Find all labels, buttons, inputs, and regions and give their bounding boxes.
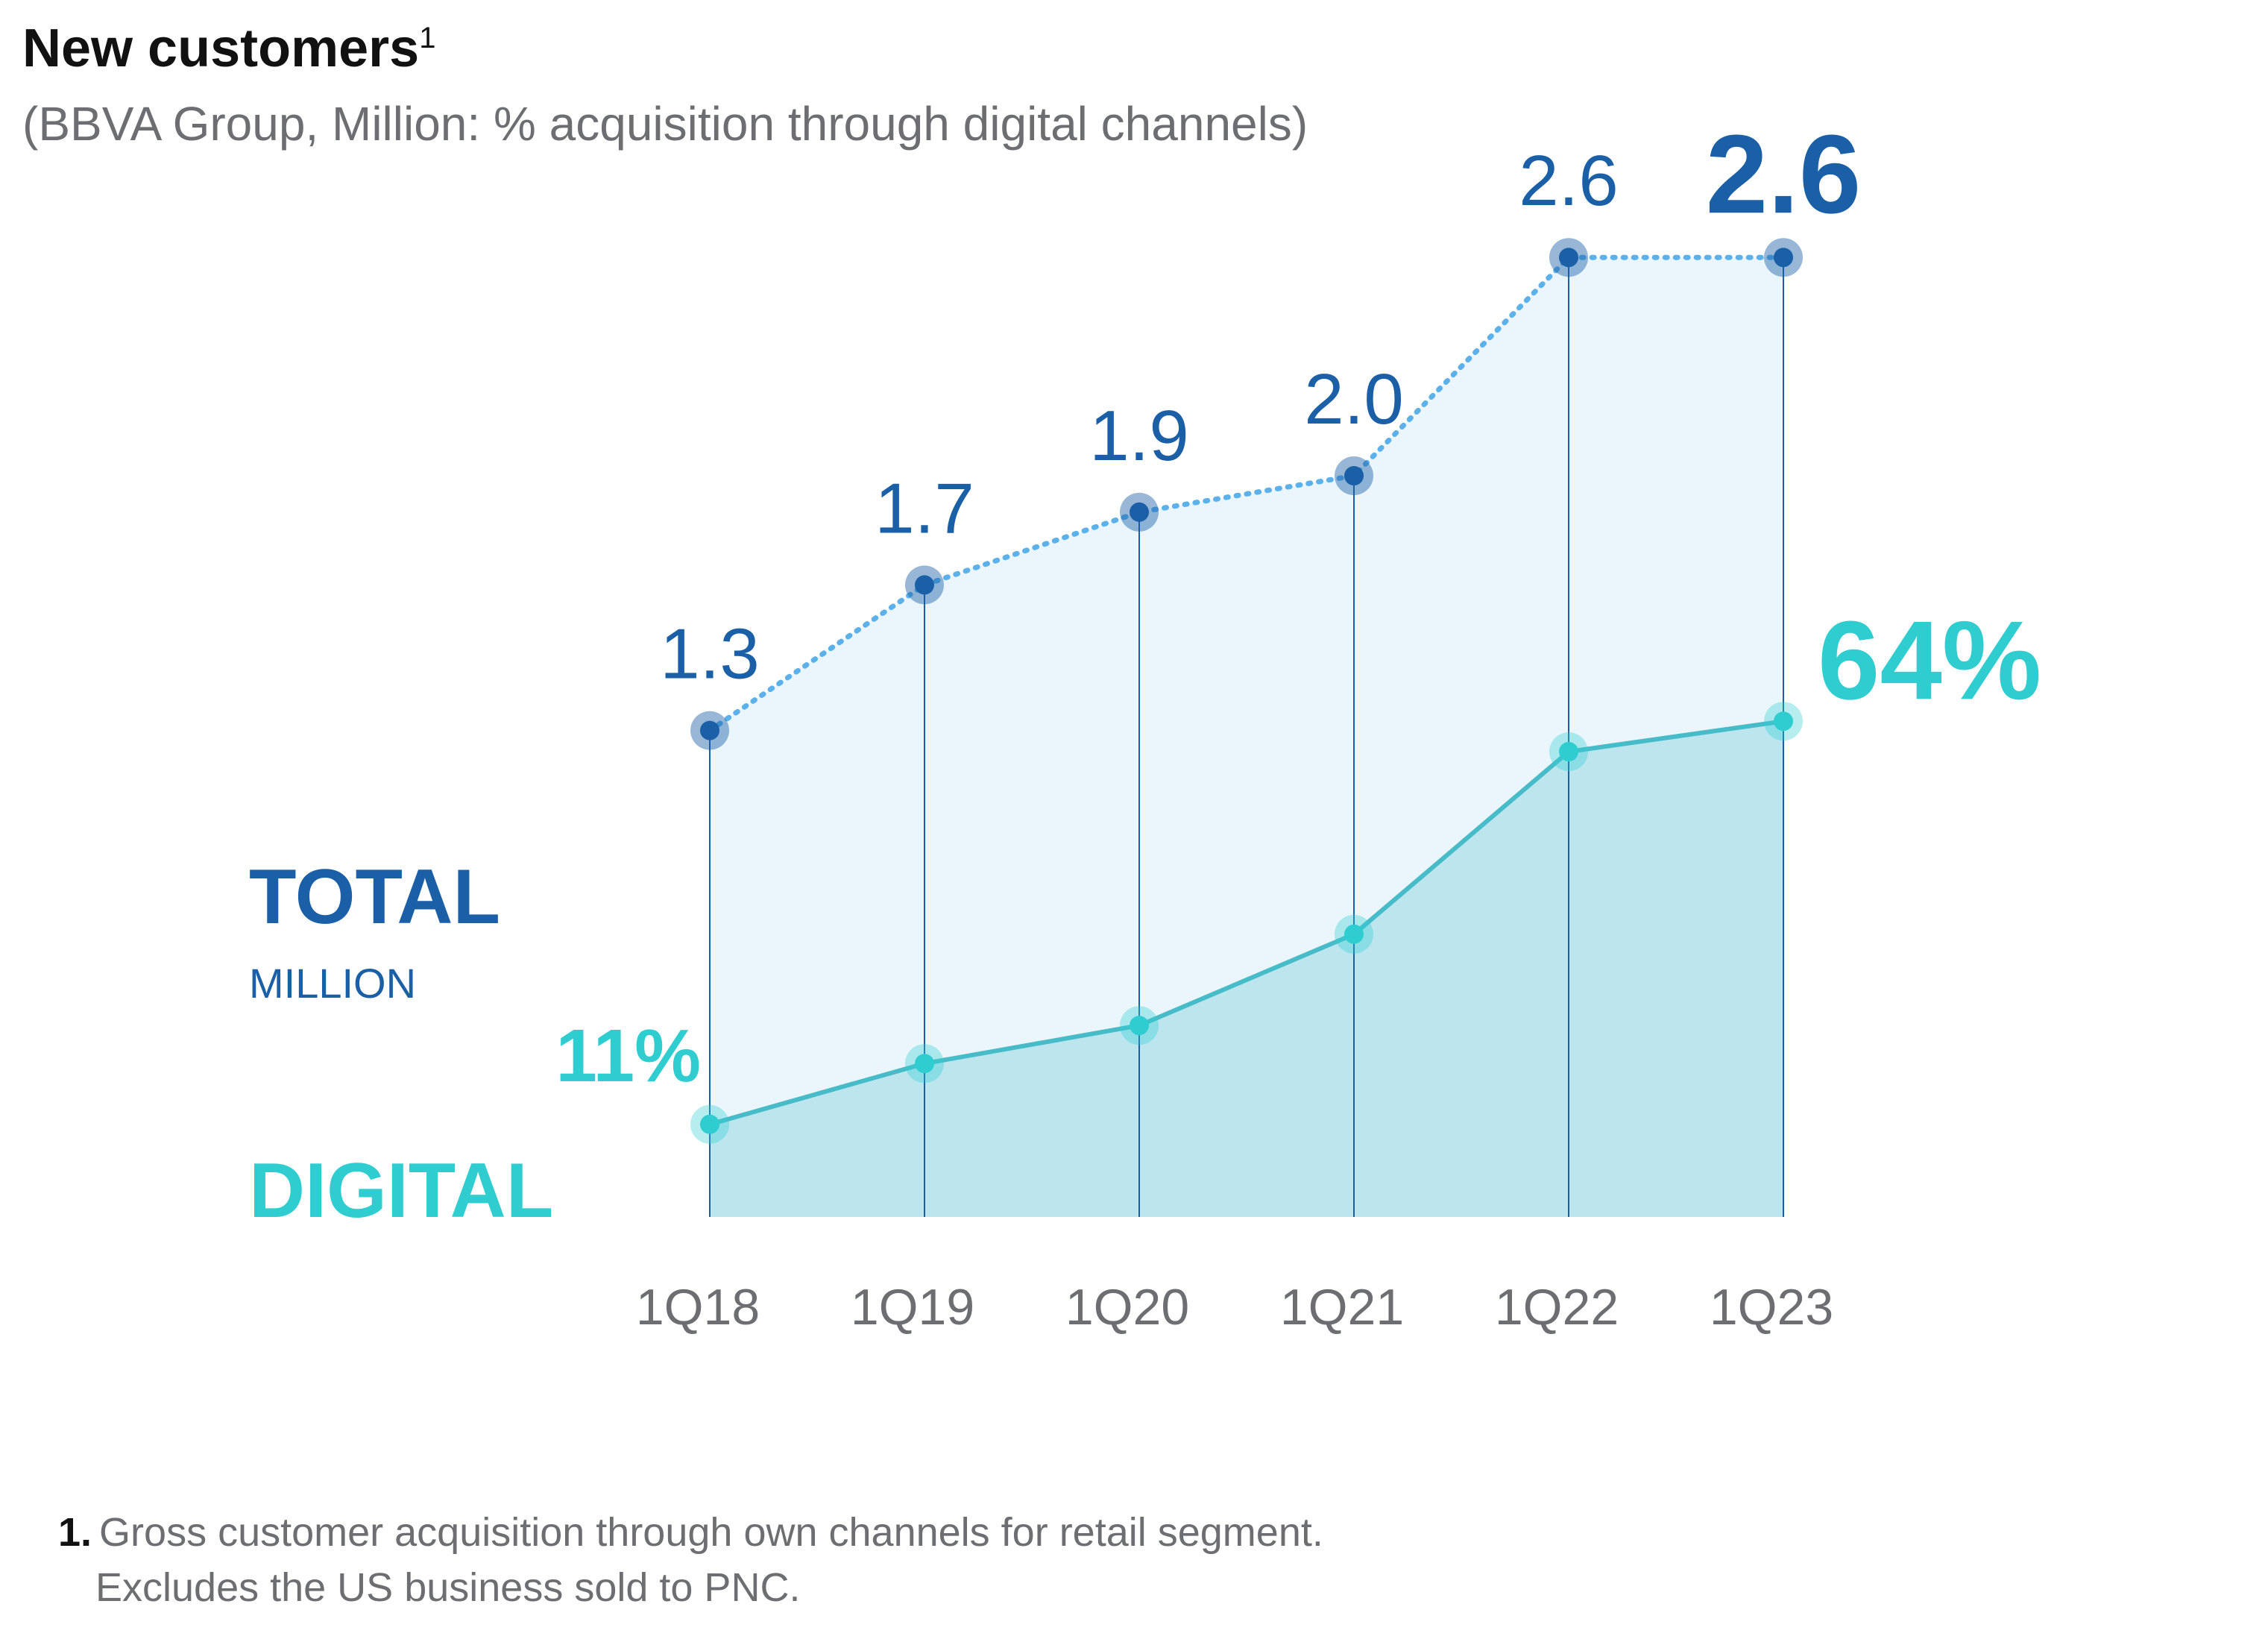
x-tick-label-1Q23: 1Q23 xyxy=(1710,1279,1833,1336)
total-point-1Q18 xyxy=(700,720,719,740)
total-point-1Q19 xyxy=(915,575,934,595)
x-axis-tick-labels: 1Q18 1Q19 1Q20 1Q21 1Q22 1Q23 xyxy=(636,1279,1833,1336)
total-point-1Q22 xyxy=(1559,248,1578,268)
total-point-1Q23 xyxy=(1774,248,1793,268)
area-fills xyxy=(710,257,1783,1218)
total-series-line xyxy=(707,254,1786,734)
x-tick-label-1Q18: 1Q18 xyxy=(636,1279,760,1336)
digital-point-1Q19 xyxy=(915,1054,934,1074)
footnote-number: 1. xyxy=(58,1510,92,1555)
total-value-label-1Q21: 2.0 xyxy=(1304,359,1403,439)
digital-point-1Q23 xyxy=(1774,711,1793,732)
new-customers-chart: 1.3 1.7 1.9 2.0 2.6 2.6 11% 64% 1Q18 1Q19 1Q20 1Q2… xyxy=(249,111,2041,1336)
total-point-1Q20 xyxy=(1130,502,1149,522)
footnote-line-1: Gross customer acquisition through own c… xyxy=(99,1510,1323,1555)
data-points xyxy=(690,238,1803,1144)
x-tick-label-1Q19: 1Q19 xyxy=(851,1279,974,1336)
x-tick-label-1Q21: 1Q21 xyxy=(1280,1279,1404,1336)
digital-value-label-1Q23: 64% xyxy=(1818,597,2041,723)
legend-digital-label: DIGITAL xyxy=(249,1148,553,1234)
total-value-label-1Q20: 1.9 xyxy=(1089,396,1188,476)
digital-series-line xyxy=(709,719,1784,1127)
legend-total-label: TOTAL xyxy=(249,854,500,940)
drop-lines xyxy=(709,257,1784,1217)
value-labels: 1.3 1.7 1.9 2.0 2.6 2.6 11% 64% xyxy=(555,111,2041,1098)
x-tick-label-1Q20: 1Q20 xyxy=(1065,1279,1189,1336)
total-value-label-1Q19: 1.7 xyxy=(875,468,974,548)
chart-title-text: New customers xyxy=(22,19,420,78)
x-tick-label-1Q22: 1Q22 xyxy=(1495,1279,1619,1336)
series-legend: TOTAL MILLION DIGITAL xyxy=(249,854,553,1234)
total-point-1Q21 xyxy=(1344,466,1364,485)
digital-point-1Q18 xyxy=(700,1114,719,1134)
digital-point-1Q22 xyxy=(1559,742,1578,761)
chart-title: New customers1 xyxy=(22,16,435,81)
chart-subtitle: (BBVA Group, Million: % acquisition thro… xyxy=(22,97,1308,151)
total-value-label-1Q22: 2.6 xyxy=(1519,141,1618,221)
footnote: 1. Gross customer acquisition through own… xyxy=(58,1505,1323,1615)
legend-total-unit: MILLION xyxy=(249,960,416,1007)
footnote-line-2: Excludes the US business sold to PNC. xyxy=(95,1565,801,1610)
digital-area-fill xyxy=(710,721,1783,1217)
total-value-label-1Q18: 1.3 xyxy=(660,614,759,694)
digital-point-1Q21 xyxy=(1344,924,1364,944)
series-lines xyxy=(707,254,1786,1127)
digital-value-label-1Q18: 11% xyxy=(555,1014,701,1098)
total-value-label-1Q23: 2.6 xyxy=(1706,111,1862,236)
title-footnote-mark: 1 xyxy=(419,22,436,54)
digital-point-1Q20 xyxy=(1130,1016,1149,1036)
